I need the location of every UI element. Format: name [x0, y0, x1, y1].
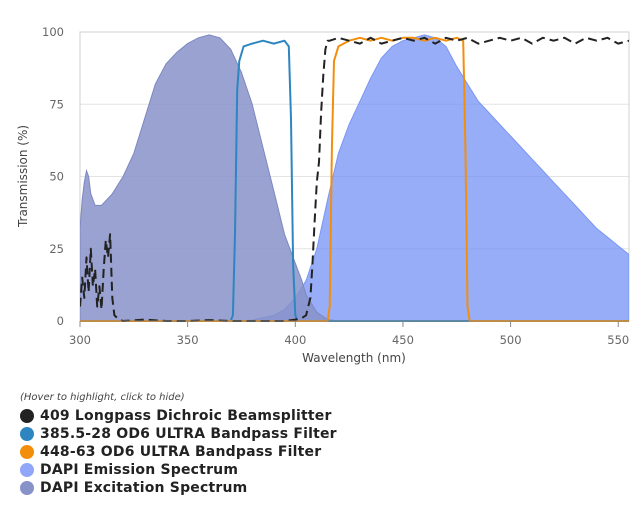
legend-color-dot — [20, 427, 34, 441]
series-longpass-dichroic-line — [80, 36, 629, 322]
x-tick-label: 300 — [69, 333, 91, 347]
legend-color-dot — [20, 463, 34, 477]
legend-label: 448-63 OD6 ULTRA Bandpass Filter — [40, 444, 322, 460]
series-dapi-excitation-area — [80, 34, 339, 322]
y-tick-label: 75 — [49, 97, 64, 111]
legend-item-448-bandpass[interactable]: 448-63 OD6 ULTRA Bandpass Filter — [20, 443, 337, 461]
legend-color-dot — [20, 481, 34, 495]
x-axis-title: Wavelength (nm) — [302, 351, 406, 365]
series-group — [80, 34, 629, 322]
x-tick-label: 350 — [177, 333, 199, 347]
x-tick-label: 500 — [500, 333, 522, 347]
y-tick-label: 0 — [57, 314, 64, 328]
legend-label: 385.5-28 OD6 ULTRA Bandpass Filter — [40, 426, 337, 442]
x-tick-label: 400 — [284, 333, 306, 347]
legend-color-dot — [20, 409, 34, 423]
legend-label: DAPI Emission Spectrum — [40, 462, 239, 478]
legend: (Hover to highlight, click to hide) 409 … — [20, 392, 337, 497]
legend-item-dapi-excitation[interactable]: DAPI Excitation Spectrum — [20, 479, 337, 497]
legend-label: DAPI Excitation Spectrum — [40, 480, 248, 496]
legend-color-dot — [20, 445, 34, 459]
y-tick-label: 25 — [49, 242, 64, 256]
legend-item-385-bandpass[interactable]: 385.5-28 OD6 ULTRA Bandpass Filter — [20, 425, 337, 443]
x-tick-label: 450 — [392, 333, 414, 347]
y-tick-label: 100 — [42, 25, 64, 39]
plot-area — [80, 34, 629, 322]
y-tick-label: 50 — [49, 170, 64, 184]
legend-item-longpass-dichroic[interactable]: 409 Longpass Dichroic Beamsplitter — [20, 407, 337, 425]
legend-hint: (Hover to highlight, click to hide) — [20, 392, 185, 403]
chart-svg: 0 25 50 75 100 300 350 400 450 500 550 Wavelength … — [16, 25, 630, 365]
legend-label: 409 Longpass Dichroic Beamsplitter — [40, 408, 332, 424]
series-385-bandpass-line — [80, 39, 629, 322]
axes: 0 25 50 75 100 300 350 400 450 500 550 — [42, 25, 629, 347]
x-tick-label: 550 — [607, 333, 629, 347]
legend-item-dapi-emission[interactable]: DAPI Emission Spectrum — [20, 461, 337, 479]
y-axis-title: Transmission (%) — [16, 125, 30, 228]
